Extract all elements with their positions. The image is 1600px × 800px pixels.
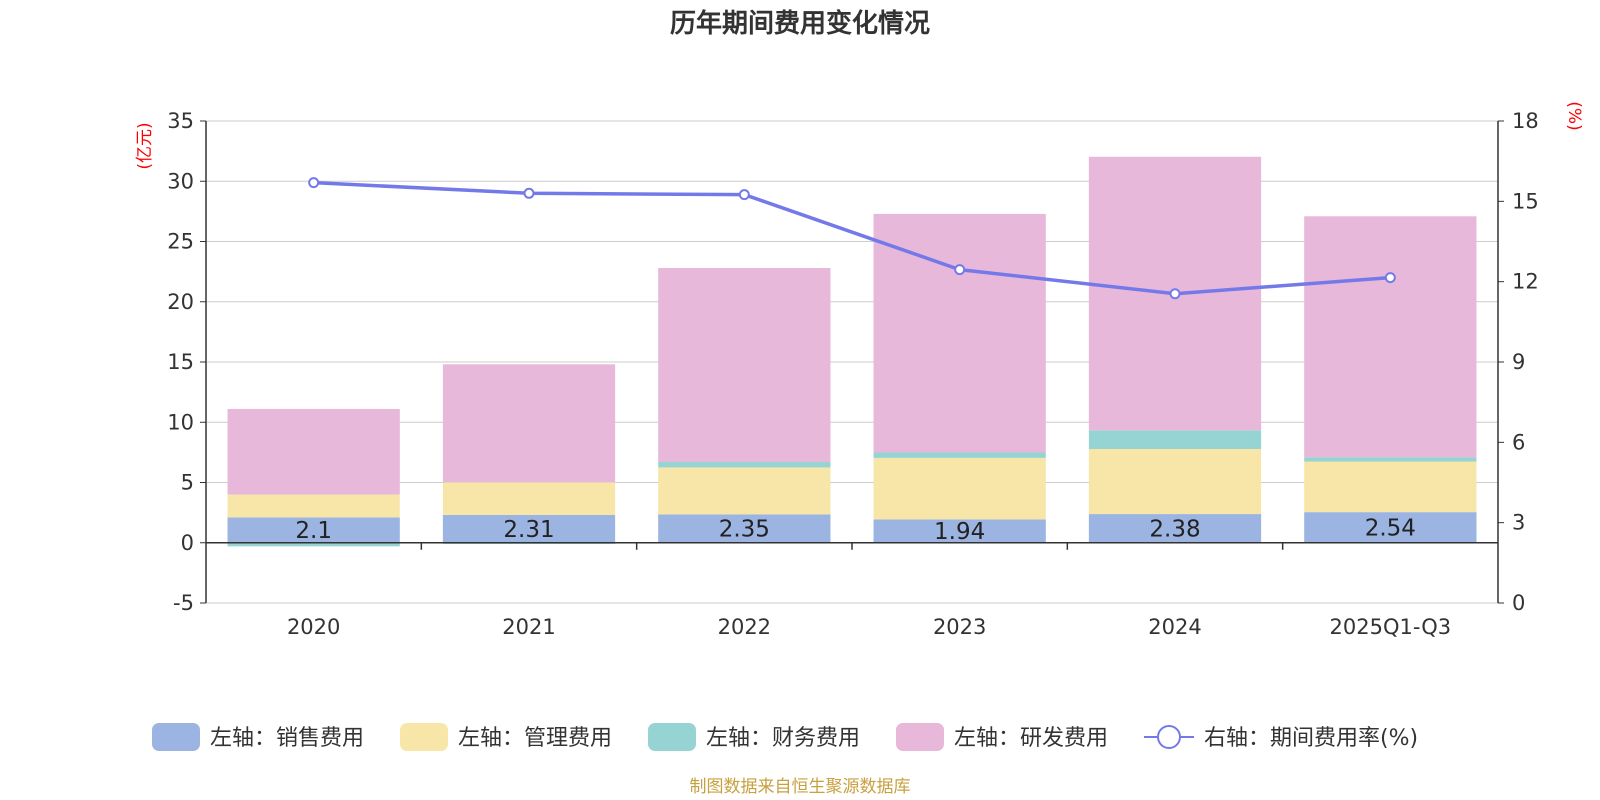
data-labels: 2.1 2.31 2.35 1.94 2.38 2.54 [295,515,1416,545]
bar-2-2024 [1088,449,1262,515]
bar-3-2022 [658,462,831,468]
x-tick-label: 2025Q1-Q3 [1330,615,1452,639]
bar-1-2025Q1-Q3 [1304,512,1477,543]
bar-1-2023 [873,519,1046,543]
left-tick-label: 25 [167,230,194,254]
axes: -5 0 5 10 15 20 25 30 35 0 3 6 9 12 15 18 2020 2021 2022 20… [135,101,1584,639]
left-tick-label: 15 [167,350,194,374]
bar-4-2025Q1-Q3 [1304,216,1477,458]
bars [227,156,1477,547]
rate-point [308,177,320,189]
rate-line-path [313,180,1391,296]
data-label: 2.1 [295,518,332,544]
right-tick-label: 3 [1512,511,1525,535]
bar-3-2025Q1-Q3 [1304,457,1477,462]
legend-swatch [400,723,448,751]
left-tick-label: 20 [167,290,194,314]
x-tick-label: 2022 [718,615,771,639]
bar-4-2020 [227,408,400,495]
bar-2-2025Q1-Q3 [1304,461,1477,513]
right-tick-label: 15 [1512,189,1539,213]
rate-point [738,189,750,201]
bar-4-2022 [658,268,831,463]
rate-point [523,187,535,199]
data-label: 2.54 [1365,515,1416,541]
left-tick-label: 30 [167,169,194,193]
right-tick-label: 9 [1512,350,1525,374]
rate-point [954,264,966,276]
left-tick-label: -5 [173,591,194,615]
legend-label: 左轴：财务费用 [706,726,860,751]
data-label: 2.35 [719,517,770,543]
left-tick-label: 10 [167,410,194,434]
source-note: 制图数据来自恒生聚源数据库 [690,777,911,797]
left-tick-label: 5 [181,471,194,495]
right-tick-label: 6 [1512,430,1525,454]
bar-1-2024 [1088,514,1262,543]
x-tick-label: 2023 [933,615,986,639]
left-tick-label: 35 [167,109,194,133]
bar-1-2021 [442,514,616,543]
data-label: 2.31 [503,517,554,543]
rate-point [1384,272,1396,284]
right-tick-label: 18 [1512,109,1539,133]
rate-line [308,177,1396,300]
bar-3-2023 [873,452,1046,458]
x-tick-label: 2020 [287,615,340,639]
left-tick-label: 0 [181,531,194,555]
chart-title: 历年期间费用变化情况 [670,8,930,39]
x-tick-label: 2024 [1148,615,1201,639]
legend-circle-marker [1157,725,1181,749]
legend: 左轴：销售费用 左轴：管理费用 左轴：财务费用 左轴：研发费用 右轴：期间费用率(%) [152,723,1418,751]
bar-4-2021 [442,364,616,483]
x-tick-label: 2021 [502,615,555,639]
right-axis-unit: (%) [1564,101,1584,130]
bar-3-2024 [1088,430,1262,450]
legend-swatch [648,723,696,751]
data-label: 2.38 [1149,516,1200,542]
bar-3-2020 [227,542,400,547]
legend-swatch [896,723,944,751]
data-label: 1.94 [934,519,985,545]
legend-label: 左轴：管理费用 [458,726,612,751]
bar-4-2023 [873,213,1046,453]
right-tick-label: 12 [1512,270,1539,294]
legend-label: 左轴：销售费用 [210,726,364,751]
bar-1-2020 [227,517,400,543]
bar-1-2022 [658,514,831,543]
bar-2-2021 [442,482,616,515]
legend-label: 左轴：研发费用 [954,726,1108,751]
bar-2-2020 [227,494,400,518]
rate-point [1169,288,1181,300]
left-axis-unit: (亿元) [135,122,155,169]
bar-2-2023 [873,457,1046,520]
legend-swatch [152,723,200,751]
bar-2-2022 [658,467,831,515]
legend-label: 右轴：期间费用率(%) [1204,726,1418,751]
right-tick-label: 0 [1512,591,1525,615]
